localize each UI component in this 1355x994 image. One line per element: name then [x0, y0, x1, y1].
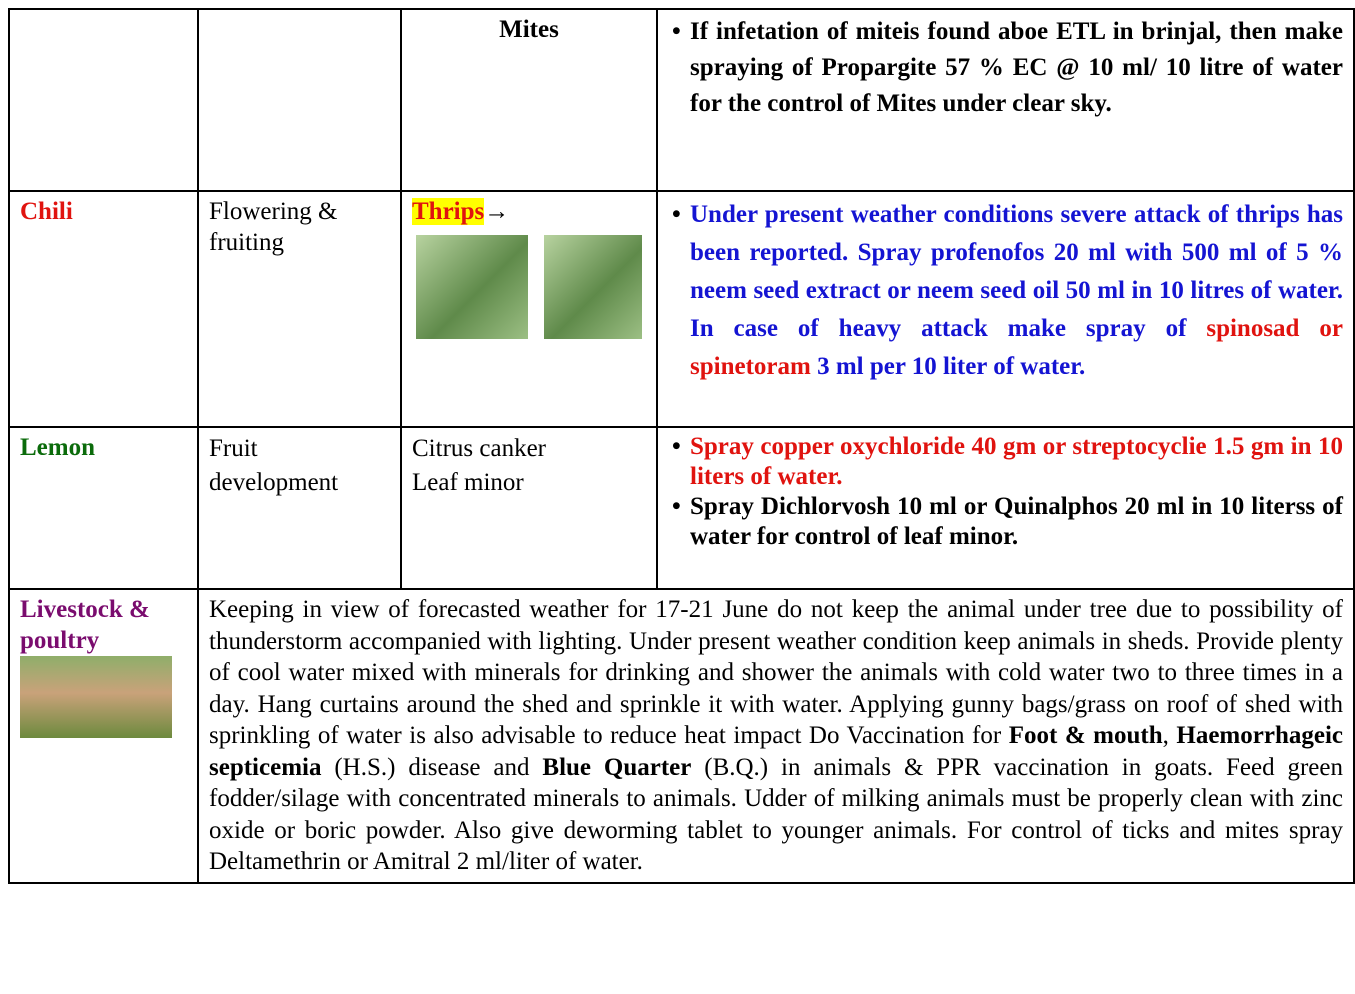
crop: Chili	[9, 191, 198, 427]
bullet: If infetation of miteis found aboe ETL i…	[690, 14, 1343, 122]
cell	[198, 9, 401, 191]
pest-name: Thrips	[412, 198, 484, 225]
text: Leaf minor	[412, 466, 646, 500]
bullet: Under present weather conditions severe …	[690, 196, 1343, 386]
stage: Flowering & fruiting	[198, 191, 401, 427]
row: Chili Flowering & fruiting Thrips→ Under…	[9, 191, 1354, 427]
page: Mites If infetation of miteis found aboe…	[0, 0, 1355, 994]
text: Blue Quarter	[542, 754, 691, 781]
text: Foot & mouth	[1009, 722, 1163, 749]
crop: Lemon	[9, 427, 198, 589]
text: 3 ml per 10 liter of water.	[811, 353, 1085, 380]
pest: Mites	[401, 9, 657, 191]
text: (H.S.) disease and	[321, 754, 542, 781]
arrow: →	[484, 198, 509, 225]
bullet: Spray Dichlorvosh 10 ml or Quinalphos 20…	[690, 492, 1343, 552]
advice: Keeping in view of forecasted weather fo…	[198, 589, 1354, 883]
advice: If infetation of miteis found aboe ETL i…	[657, 9, 1354, 191]
advice: Spray copper oxychloride 40 gm or strept…	[657, 427, 1354, 589]
bullet: Spray copper oxychloride 40 gm or strept…	[690, 432, 1343, 492]
livestock-image	[20, 656, 172, 738]
text: Citrus canker	[412, 432, 646, 466]
cell	[9, 9, 198, 191]
text: ,	[1163, 722, 1177, 749]
text: Livestock & poultry	[20, 594, 187, 656]
text: Fruit	[209, 432, 390, 466]
advisory-table: Mites If infetation of miteis found aboe…	[8, 8, 1355, 884]
pest-image	[544, 235, 642, 339]
pest-image	[416, 235, 528, 339]
pest: Thrips→	[401, 191, 657, 427]
text: development	[209, 466, 390, 500]
row: Livestock & poultry Keeping in view of f…	[9, 589, 1354, 883]
advice: Under present weather conditions severe …	[657, 191, 1354, 427]
row: Mites If infetation of miteis found aboe…	[9, 9, 1354, 191]
crop: Livestock & poultry	[9, 589, 198, 883]
